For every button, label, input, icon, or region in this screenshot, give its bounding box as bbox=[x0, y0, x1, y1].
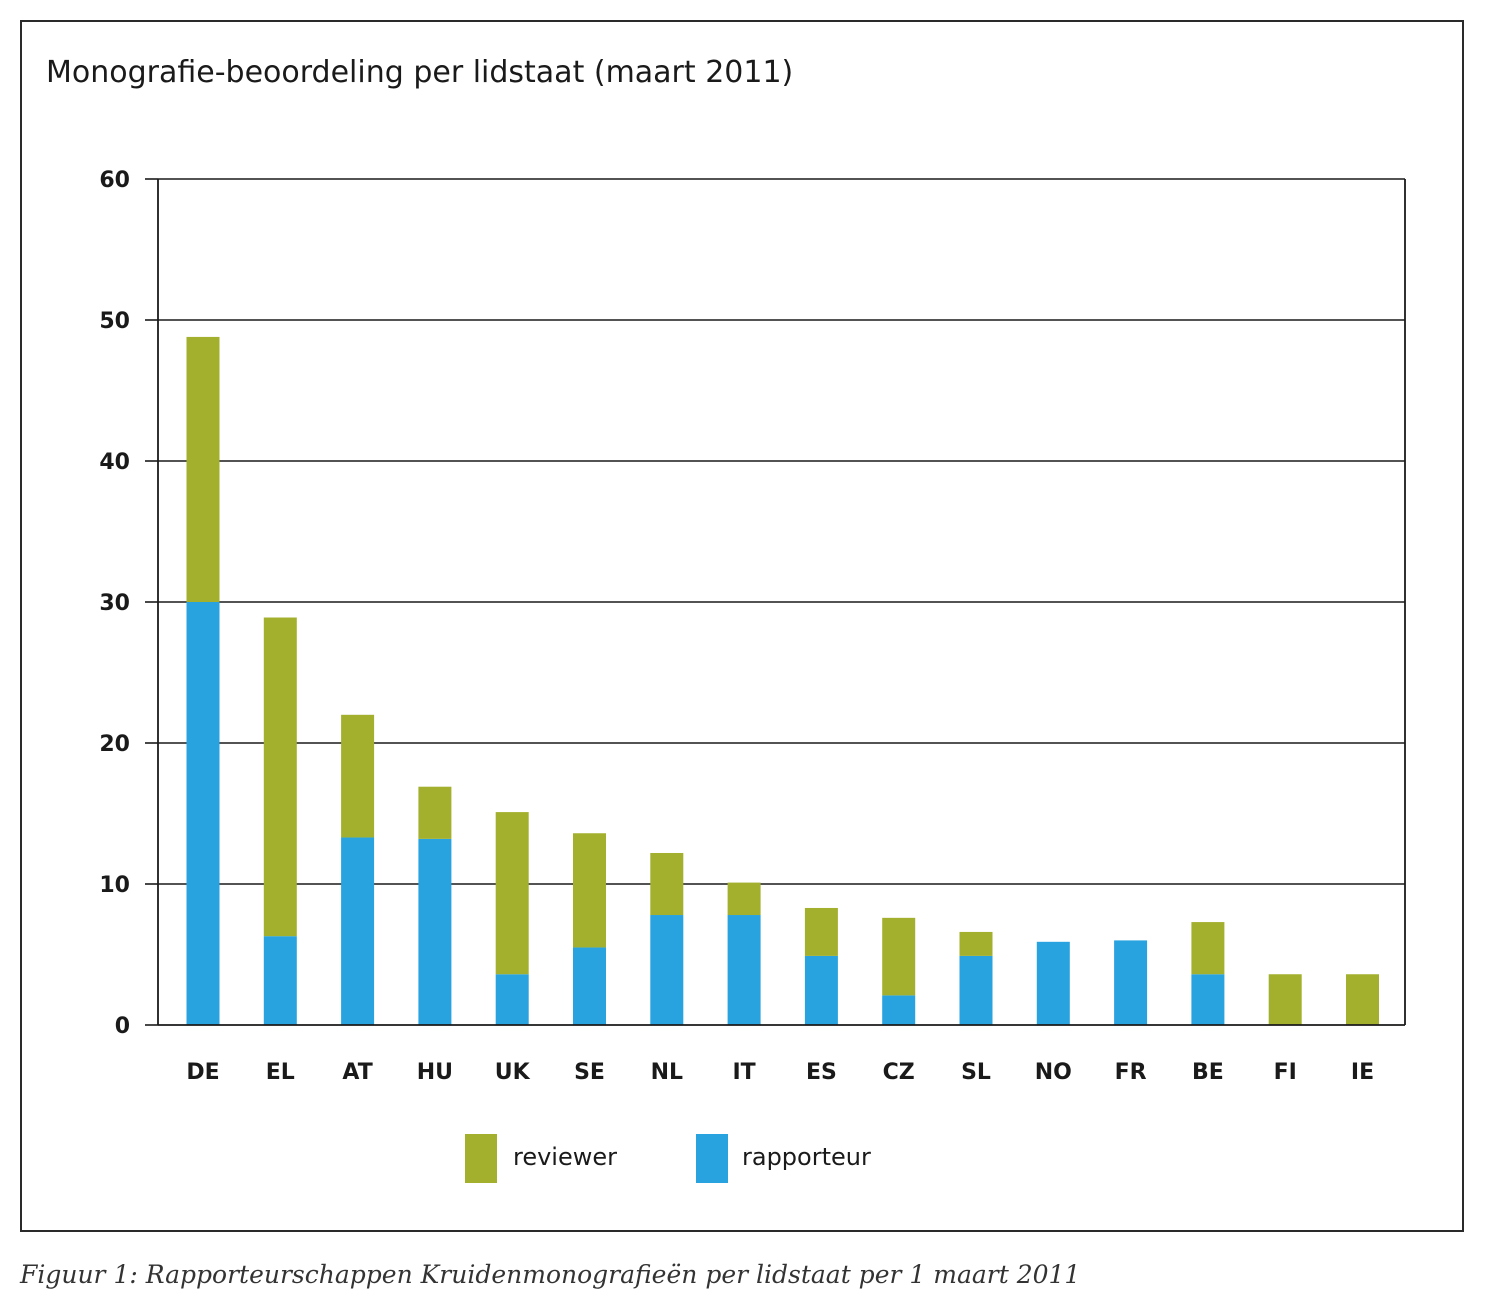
bars bbox=[186, 336, 1379, 1025]
bar-segment-reviewer-se bbox=[573, 833, 606, 948]
y-tick-label: 20 bbox=[99, 732, 130, 757]
x-tick-label-no: NO bbox=[1035, 1060, 1072, 1085]
bar-segment-reviewer-hu bbox=[418, 786, 452, 839]
bar-segment-reviewer-ie bbox=[1346, 974, 1379, 1025]
bar-segment-rapporteur-sl bbox=[959, 955, 993, 1025]
x-tick-label-hu: HU bbox=[417, 1060, 453, 1085]
x-tick-label-ie: IE bbox=[1351, 1060, 1374, 1085]
bar-segment-reviewer-uk bbox=[495, 812, 529, 975]
legend-label-reviewer: reviewer bbox=[513, 1143, 617, 1171]
bar-segment-rapporteur-cz bbox=[882, 995, 916, 1025]
figure-caption: Figuur 1: Rapporteurschappen Kruidenmono… bbox=[20, 1260, 1081, 1289]
x-tick-label-cz: CZ bbox=[883, 1060, 915, 1085]
x-tick-labels: DE EL AT HU UK SE NL IT ES CZ SL NO FR BE FI IE bbox=[186, 1060, 1374, 1085]
bar-segment-rapporteur-el bbox=[263, 936, 297, 1025]
y-tick-label: 50 bbox=[99, 309, 130, 334]
axes bbox=[145, 178, 1406, 1026]
bar-segment-reviewer-fi bbox=[1268, 974, 1302, 1025]
bar-segment-rapporteur-nl bbox=[650, 915, 684, 1025]
chart-title: Monografie-beoordeling per lidstaat (maa… bbox=[46, 55, 794, 90]
bar-segment-reviewer-de bbox=[186, 336, 220, 602]
x-tick-label-it: IT bbox=[732, 1060, 755, 1085]
x-tick-label-el: EL bbox=[266, 1060, 295, 1085]
x-tick-label-be: BE bbox=[1192, 1060, 1224, 1085]
bar-segment-reviewer-be bbox=[1191, 922, 1225, 975]
bar-segment-rapporteur-es bbox=[804, 955, 838, 1025]
x-tick-label-fi: FI bbox=[1274, 1060, 1297, 1085]
x-tick-label-es: ES bbox=[806, 1060, 837, 1085]
bar-segment-rapporteur-be bbox=[1191, 974, 1225, 1025]
bar-segment-reviewer-it bbox=[727, 882, 761, 916]
bar-segment-rapporteur-uk bbox=[495, 974, 529, 1025]
bar-segment-reviewer-sl bbox=[959, 931, 993, 956]
x-tick-label-uk: UK bbox=[495, 1060, 531, 1085]
y-tick-label: 60 bbox=[99, 168, 130, 193]
legend-swatch-reviewer bbox=[465, 1134, 497, 1183]
bar-segment-reviewer-cz bbox=[882, 917, 916, 996]
y-tick-label: 0 bbox=[115, 1014, 130, 1039]
bar-segment-rapporteur-de bbox=[186, 602, 220, 1025]
x-tick-label-fr: FR bbox=[1115, 1060, 1147, 1085]
legend-label-rapporteur: rapporteur bbox=[742, 1143, 871, 1171]
x-tick-label-at: AT bbox=[342, 1060, 372, 1085]
y-tick-label: 30 bbox=[99, 591, 130, 616]
bar-segment-rapporteur-fr bbox=[1114, 940, 1148, 1025]
bar-segment-reviewer-es bbox=[804, 907, 838, 956]
legend: reviewer rapporteur bbox=[465, 1134, 871, 1183]
bar-segment-rapporteur-it bbox=[727, 915, 761, 1025]
bar-segment-rapporteur-no bbox=[1036, 941, 1070, 1025]
y-tick-labels: 0 10 20 30 40 50 60 bbox=[99, 168, 130, 1039]
x-tick-label-sl: SL bbox=[961, 1060, 991, 1085]
legend-swatch-rapporteur bbox=[696, 1134, 728, 1183]
bar-segment-reviewer-el bbox=[263, 617, 297, 937]
x-tick-label-de: DE bbox=[186, 1060, 219, 1085]
y-tick-label: 40 bbox=[99, 450, 130, 475]
bar-segment-reviewer-at bbox=[341, 714, 375, 838]
chart-frame bbox=[20, 20, 1464, 1232]
x-tick-label-se: SE bbox=[574, 1060, 605, 1085]
x-tick-label-nl: NL bbox=[651, 1060, 683, 1085]
bar-segment-rapporteur-hu bbox=[418, 838, 452, 1025]
bar-segment-reviewer-nl bbox=[650, 852, 684, 916]
bar-segment-rapporteur-at bbox=[341, 837, 375, 1025]
y-tick-label: 10 bbox=[99, 873, 130, 898]
bar-segment-rapporteur-se bbox=[573, 947, 606, 1025]
